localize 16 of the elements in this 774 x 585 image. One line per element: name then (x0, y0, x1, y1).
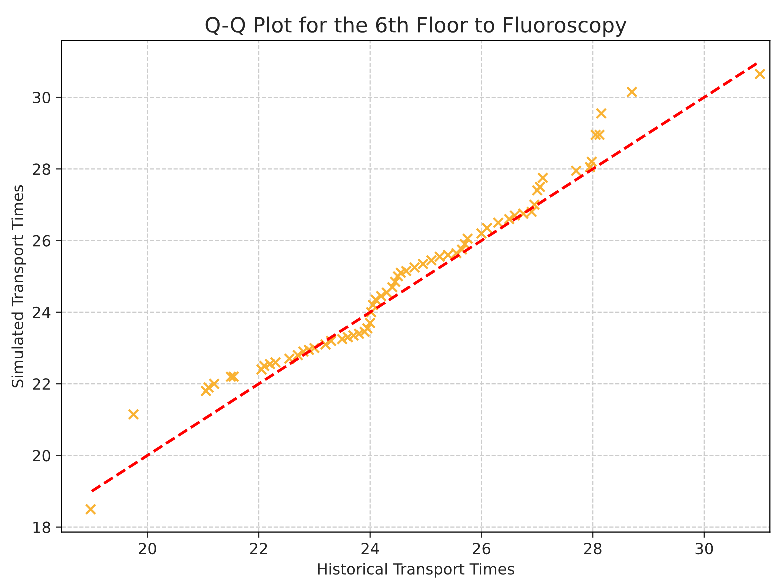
x-tick-label: 22 (250, 543, 268, 554)
x-tick-label: 24 (362, 543, 380, 554)
x-axis-title: Historical Transport Times (318, 563, 514, 578)
y-tick-label: 18 (34, 522, 50, 534)
x-tick-label: 20 (139, 543, 156, 555)
x-tick-label: 26 (473, 543, 490, 555)
y-axis-title: Simulated Transport Times (12, 185, 27, 388)
y-tick-label: 20 (33, 450, 50, 462)
x-tick-label: 28 (584, 543, 602, 555)
chart-title: Q-Q Plot for the 6th Floor to Fluoroscopy (206, 16, 627, 37)
y-tick-label: 30 (33, 92, 50, 104)
x-tick-label: 30 (696, 543, 714, 555)
y-tick-label: 22 (33, 378, 50, 390)
y-tick-label: 24 (33, 306, 51, 318)
y-tick-label: 26 (33, 235, 51, 247)
y-tick-label: 28 (33, 164, 50, 176)
